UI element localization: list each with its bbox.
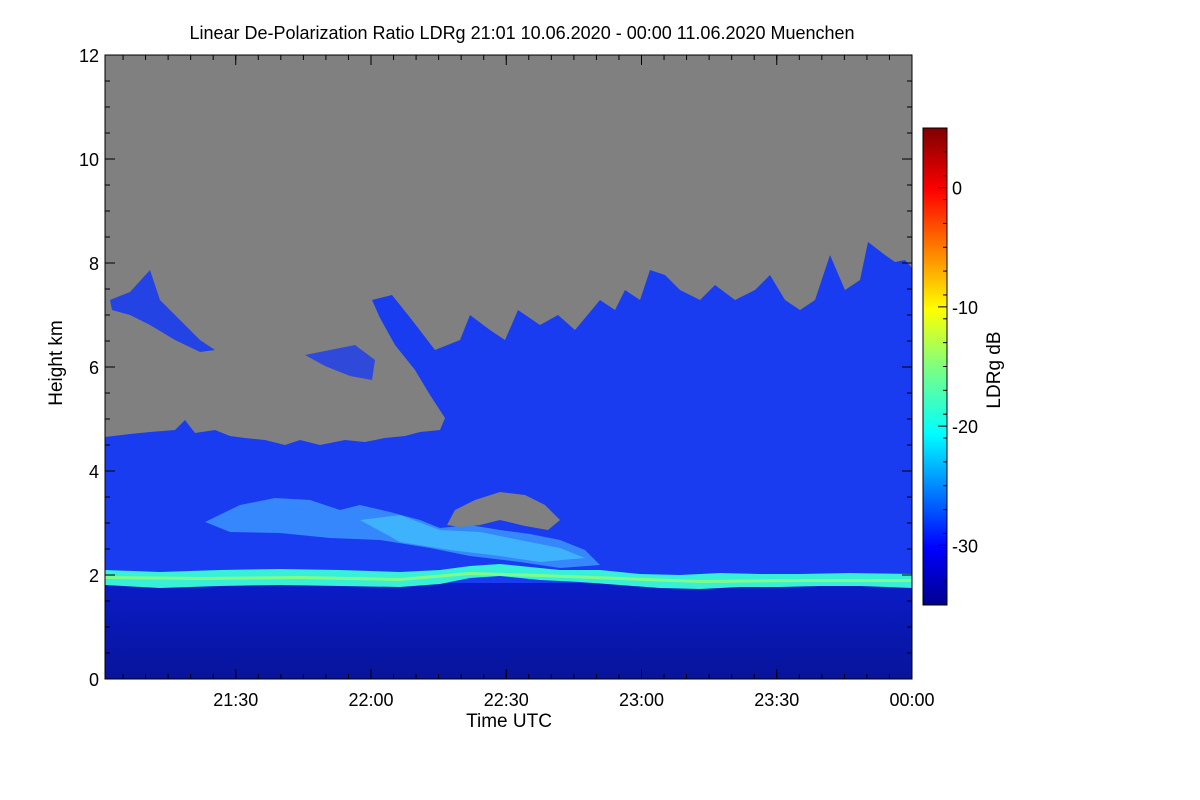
y-axis: 0 2 4 6 8 10 12 bbox=[79, 46, 912, 690]
mid-level-core bbox=[360, 515, 585, 562]
x-tick-label: 22:00 bbox=[348, 690, 393, 710]
y-tick-label: 2 bbox=[89, 566, 99, 586]
x-axis: 21:30 22:00 22:30 23:00 23:30 00:00 bbox=[122, 55, 935, 710]
cirrus-patch bbox=[110, 270, 215, 352]
colorbar-tick-label: -10 bbox=[952, 298, 978, 318]
enhanced-band-core bbox=[105, 572, 912, 583]
colorbar-axis: 0 -10 -20 -30 bbox=[938, 127, 978, 606]
cirrus-patch-2 bbox=[305, 345, 375, 380]
colorbar-tick-label: 0 bbox=[952, 179, 962, 199]
data-gap bbox=[447, 492, 560, 530]
x-tick-label: 00:00 bbox=[889, 690, 934, 710]
y-tick-label: 4 bbox=[89, 462, 99, 482]
x-tick-label: 21:30 bbox=[213, 690, 258, 710]
x-tick-label: 22:30 bbox=[484, 690, 529, 710]
y-axis-label: Height km bbox=[46, 320, 67, 406]
chart-title: Linear De-Polarization Ratio LDRg 21:01 … bbox=[189, 23, 854, 43]
colorbar-label: LDRg dB bbox=[984, 331, 1005, 408]
colorbar-tick-label: -30 bbox=[952, 536, 978, 556]
surface-layer bbox=[105, 583, 912, 679]
y-tick-label: 0 bbox=[89, 670, 99, 690]
plot-area bbox=[105, 55, 912, 679]
x-tick-label: 23:30 bbox=[754, 690, 799, 710]
colorbar-tick-label: -20 bbox=[952, 417, 978, 437]
y-tick-label: 10 bbox=[79, 150, 99, 170]
y-tick-label: 6 bbox=[89, 358, 99, 378]
y-tick-label: 8 bbox=[89, 254, 99, 274]
y-tick-label: 12 bbox=[79, 46, 99, 66]
x-axis-label: Time UTC bbox=[466, 711, 552, 732]
x-tick-label: 23:00 bbox=[619, 690, 664, 710]
